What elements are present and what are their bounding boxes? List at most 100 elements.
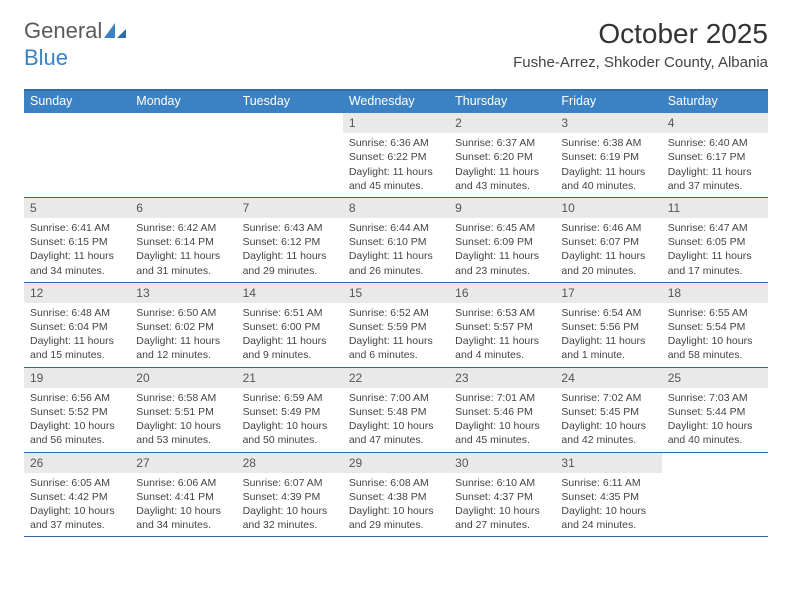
days-of-week-row: SundayMondayTuesdayWednesdayThursdayFrid…	[24, 91, 768, 113]
daylight-text: Daylight: 10 hours and 45 minutes.	[455, 419, 549, 447]
sunrise-text: Sunrise: 7:00 AM	[349, 391, 443, 405]
sunset-text: Sunset: 6:17 PM	[668, 150, 762, 164]
sunset-text: Sunset: 5:54 PM	[668, 320, 762, 334]
sunset-text: Sunset: 6:22 PM	[349, 150, 443, 164]
sunrise-text: Sunrise: 7:03 AM	[668, 391, 762, 405]
sunset-text: Sunset: 5:49 PM	[243, 405, 337, 419]
header: General Blue October 2025 Fushe-Arrez, S…	[0, 0, 792, 81]
day-number: 13	[130, 283, 236, 303]
week-row: 19Sunrise: 6:56 AMSunset: 5:52 PMDayligh…	[24, 368, 768, 453]
sunrise-text: Sunrise: 6:47 AM	[668, 221, 762, 235]
day-number: 6	[130, 198, 236, 218]
sunrise-text: Sunrise: 6:45 AM	[455, 221, 549, 235]
daylight-text: Daylight: 10 hours and 42 minutes.	[561, 419, 655, 447]
week-row: 12Sunrise: 6:48 AMSunset: 6:04 PMDayligh…	[24, 283, 768, 368]
day-body: Sunrise: 6:44 AMSunset: 6:10 PMDaylight:…	[343, 218, 449, 282]
daylight-text: Daylight: 11 hours and 31 minutes.	[136, 249, 230, 277]
daylight-text: Daylight: 11 hours and 29 minutes.	[243, 249, 337, 277]
day-cell: 26Sunrise: 6:05 AMSunset: 4:42 PMDayligh…	[24, 453, 130, 537]
sunrise-text: Sunrise: 6:05 AM	[30, 476, 124, 490]
day-body: Sunrise: 6:50 AMSunset: 6:02 PMDaylight:…	[130, 303, 236, 367]
daylight-text: Daylight: 10 hours and 40 minutes.	[668, 419, 762, 447]
day-body: Sunrise: 6:59 AMSunset: 5:49 PMDaylight:…	[237, 388, 343, 452]
day-cell: 22Sunrise: 7:00 AMSunset: 5:48 PMDayligh…	[343, 368, 449, 452]
sunrise-text: Sunrise: 6:37 AM	[455, 136, 549, 150]
daylight-text: Daylight: 10 hours and 58 minutes.	[668, 334, 762, 362]
day-cell: 18Sunrise: 6:55 AMSunset: 5:54 PMDayligh…	[662, 283, 768, 367]
day-body: Sunrise: 7:03 AMSunset: 5:44 PMDaylight:…	[662, 388, 768, 452]
sunrise-text: Sunrise: 6:43 AM	[243, 221, 337, 235]
day-number: 26	[24, 453, 130, 473]
day-body: Sunrise: 6:40 AMSunset: 6:17 PMDaylight:…	[662, 133, 768, 197]
title-block: October 2025 Fushe-Arrez, Shkoder County…	[513, 18, 768, 73]
sunrise-text: Sunrise: 6:07 AM	[243, 476, 337, 490]
daylight-text: Daylight: 11 hours and 15 minutes.	[30, 334, 124, 362]
daylight-text: Daylight: 10 hours and 32 minutes.	[243, 504, 337, 532]
day-cell: 28Sunrise: 6:07 AMSunset: 4:39 PMDayligh…	[237, 453, 343, 537]
day-body: Sunrise: 6:53 AMSunset: 5:57 PMDaylight:…	[449, 303, 555, 367]
day-cell: 8Sunrise: 6:44 AMSunset: 6:10 PMDaylight…	[343, 198, 449, 282]
day-cell: 23Sunrise: 7:01 AMSunset: 5:46 PMDayligh…	[449, 368, 555, 452]
day-cell: 6Sunrise: 6:42 AMSunset: 6:14 PMDaylight…	[130, 198, 236, 282]
logo-sail-icon	[104, 19, 126, 45]
day-number: 8	[343, 198, 449, 218]
day-body: Sunrise: 6:06 AMSunset: 4:41 PMDaylight:…	[130, 473, 236, 537]
day-body: Sunrise: 6:43 AMSunset: 6:12 PMDaylight:…	[237, 218, 343, 282]
sunrise-text: Sunrise: 6:54 AM	[561, 306, 655, 320]
day-cell: 31Sunrise: 6:11 AMSunset: 4:35 PMDayligh…	[555, 453, 661, 537]
day-number: 7	[237, 198, 343, 218]
day-body: Sunrise: 6:11 AMSunset: 4:35 PMDaylight:…	[555, 473, 661, 537]
day-body: Sunrise: 6:46 AMSunset: 6:07 PMDaylight:…	[555, 218, 661, 282]
sunrise-text: Sunrise: 6:46 AM	[561, 221, 655, 235]
daylight-text: Daylight: 11 hours and 26 minutes.	[349, 249, 443, 277]
day-body: Sunrise: 6:38 AMSunset: 6:19 PMDaylight:…	[555, 133, 661, 197]
day-number: 9	[449, 198, 555, 218]
day-number: 15	[343, 283, 449, 303]
dow-cell: Monday	[130, 91, 236, 113]
day-number: 3	[555, 113, 661, 133]
sunrise-text: Sunrise: 6:44 AM	[349, 221, 443, 235]
daylight-text: Daylight: 11 hours and 6 minutes.	[349, 334, 443, 362]
day-number: 28	[237, 453, 343, 473]
day-cell	[130, 113, 236, 197]
dow-cell: Tuesday	[237, 91, 343, 113]
day-number: 27	[130, 453, 236, 473]
daylight-text: Daylight: 10 hours and 29 minutes.	[349, 504, 443, 532]
day-cell: 30Sunrise: 6:10 AMSunset: 4:37 PMDayligh…	[449, 453, 555, 537]
day-body: Sunrise: 6:10 AMSunset: 4:37 PMDaylight:…	[449, 473, 555, 537]
sunset-text: Sunset: 5:44 PM	[668, 405, 762, 419]
day-cell: 20Sunrise: 6:58 AMSunset: 5:51 PMDayligh…	[130, 368, 236, 452]
day-cell: 10Sunrise: 6:46 AMSunset: 6:07 PMDayligh…	[555, 198, 661, 282]
day-body: Sunrise: 7:00 AMSunset: 5:48 PMDaylight:…	[343, 388, 449, 452]
daylight-text: Daylight: 10 hours and 37 minutes.	[30, 504, 124, 532]
daylight-text: Daylight: 10 hours and 53 minutes.	[136, 419, 230, 447]
daylight-text: Daylight: 11 hours and 40 minutes.	[561, 165, 655, 193]
day-body: Sunrise: 7:02 AMSunset: 5:45 PMDaylight:…	[555, 388, 661, 452]
daylight-text: Daylight: 11 hours and 45 minutes.	[349, 165, 443, 193]
day-body: Sunrise: 6:52 AMSunset: 5:59 PMDaylight:…	[343, 303, 449, 367]
day-number: 24	[555, 368, 661, 388]
day-number: 22	[343, 368, 449, 388]
sunrise-text: Sunrise: 6:50 AM	[136, 306, 230, 320]
day-cell: 12Sunrise: 6:48 AMSunset: 6:04 PMDayligh…	[24, 283, 130, 367]
sunrise-text: Sunrise: 6:41 AM	[30, 221, 124, 235]
day-cell: 9Sunrise: 6:45 AMSunset: 6:09 PMDaylight…	[449, 198, 555, 282]
dow-cell: Thursday	[449, 91, 555, 113]
day-body: Sunrise: 6:05 AMSunset: 4:42 PMDaylight:…	[24, 473, 130, 537]
daylight-text: Daylight: 10 hours and 50 minutes.	[243, 419, 337, 447]
day-number: 29	[343, 453, 449, 473]
day-number: 14	[237, 283, 343, 303]
day-cell: 21Sunrise: 6:59 AMSunset: 5:49 PMDayligh…	[237, 368, 343, 452]
sunset-text: Sunset: 5:46 PM	[455, 405, 549, 419]
daylight-text: Daylight: 11 hours and 4 minutes.	[455, 334, 549, 362]
sunrise-text: Sunrise: 6:58 AM	[136, 391, 230, 405]
day-cell: 1Sunrise: 6:36 AMSunset: 6:22 PMDaylight…	[343, 113, 449, 197]
day-number: 31	[555, 453, 661, 473]
day-body: Sunrise: 6:42 AMSunset: 6:14 PMDaylight:…	[130, 218, 236, 282]
day-number: 1	[343, 113, 449, 133]
daylight-text: Daylight: 11 hours and 37 minutes.	[668, 165, 762, 193]
sunset-text: Sunset: 6:15 PM	[30, 235, 124, 249]
sunset-text: Sunset: 6:00 PM	[243, 320, 337, 334]
sunrise-text: Sunrise: 6:56 AM	[30, 391, 124, 405]
sunset-text: Sunset: 4:37 PM	[455, 490, 549, 504]
